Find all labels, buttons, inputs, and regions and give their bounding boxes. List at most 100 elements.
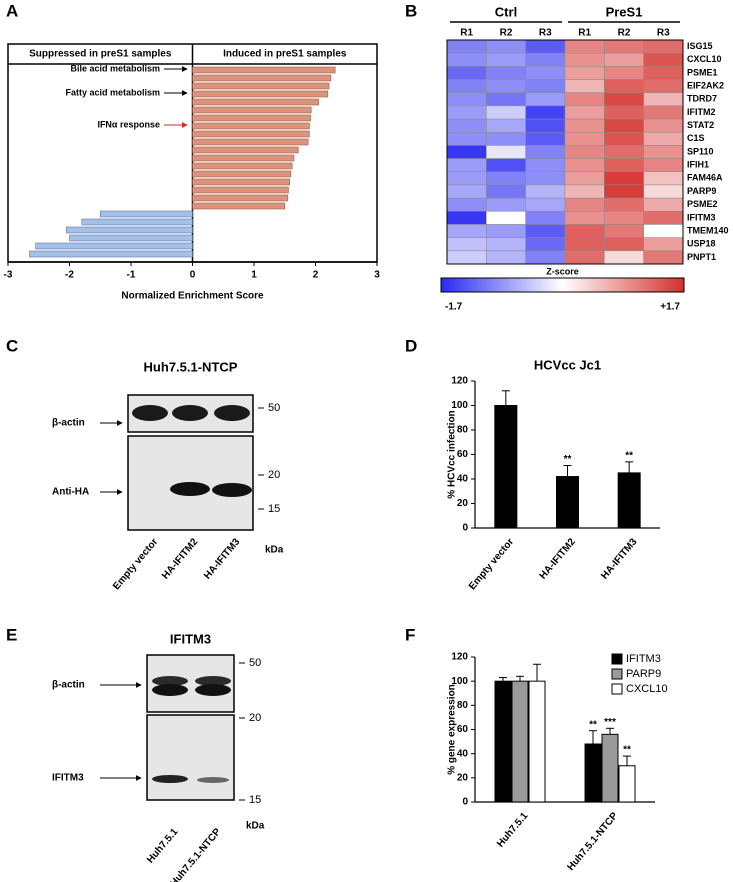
bar — [29, 250, 193, 258]
heat-cell — [446, 118, 487, 133]
unit-label: kDa — [265, 545, 284, 556]
heat-cell — [604, 39, 644, 54]
blot-title: Huh7.5.1-NTCP — [144, 359, 238, 374]
heat-cell — [486, 184, 526, 199]
heat-cell — [643, 118, 684, 133]
heat-cell — [525, 105, 566, 120]
bar — [192, 194, 289, 202]
panel-letter: A — [6, 1, 18, 20]
x-tick-label: -2 — [65, 270, 74, 281]
legend-swatch — [611, 683, 623, 695]
row-label: PSME2 — [687, 199, 718, 209]
heat-cell — [564, 171, 605, 186]
y-tick-label: 20 — [457, 772, 469, 783]
bar — [192, 130, 310, 138]
row-label: IFITM3 — [687, 212, 716, 222]
column-label: R2 — [500, 28, 513, 39]
row-label: C1S — [687, 133, 705, 143]
y-tick-label: 100 — [451, 676, 468, 687]
heat-cell — [486, 237, 526, 252]
blot-band — [152, 684, 188, 696]
heat-cell — [643, 39, 684, 54]
unit-label: kDa — [246, 821, 265, 832]
blot-row-label: β-actin — [52, 418, 85, 429]
heat-cell — [446, 92, 487, 107]
y-tick-label: 0 — [462, 797, 468, 808]
heat-cell — [643, 105, 684, 120]
blot-band — [195, 676, 231, 686]
bar — [584, 743, 602, 803]
y-tick-label: 80 — [457, 425, 469, 436]
y-tick-label: 20 — [457, 498, 469, 509]
heat-cell — [643, 145, 684, 159]
heat-cell — [446, 171, 487, 186]
heatmap-frame — [446, 39, 684, 265]
row-label: CXCL10 — [687, 54, 722, 64]
lane-label: Empty vector — [111, 536, 160, 592]
heat-cell — [486, 66, 526, 80]
marker-label: 15 — [249, 794, 261, 806]
heat-cell — [643, 52, 684, 67]
row-label: TDRD7 — [687, 94, 717, 104]
heat-cell — [446, 66, 487, 80]
bar — [69, 234, 193, 242]
bar — [556, 476, 579, 529]
heat-cell — [604, 237, 644, 252]
row-label: USP18 — [687, 239, 716, 249]
heat-cell — [643, 250, 684, 265]
significance: ** — [589, 719, 597, 730]
x-tick-label: Huh7.5.1-NTCP — [565, 810, 620, 873]
blot-title: IFITM3 — [170, 631, 211, 646]
blot-band — [132, 405, 168, 421]
bar — [618, 765, 636, 803]
panel-letter: C — [6, 336, 18, 355]
heat-cell — [525, 197, 566, 212]
panel-letter: D — [405, 336, 417, 355]
heat-cell — [446, 184, 487, 199]
heat-cell — [446, 79, 487, 93]
heat-cell — [525, 66, 566, 80]
y-tick-label: 100 — [451, 400, 468, 411]
column-label: R2 — [618, 28, 631, 39]
y-tick-label: 60 — [457, 724, 469, 735]
row-label: FAM46A — [687, 173, 723, 183]
blot-row-label: β-actin — [52, 680, 85, 691]
colorbar — [440, 277, 685, 293]
bar — [192, 66, 336, 74]
heat-cell — [604, 52, 644, 67]
row-label: PNPT1 — [687, 252, 716, 262]
row-label: TMEM140 — [687, 225, 729, 235]
chart-title: HCVcc Jc1 — [534, 357, 601, 372]
bar — [66, 226, 193, 234]
heat-cell — [643, 79, 684, 93]
panel-letter: F — [405, 625, 415, 644]
blot-band — [170, 482, 210, 496]
y-axis-title: % HCVcc infection — [447, 410, 458, 498]
heat-cell — [604, 211, 644, 225]
heat-cell — [604, 145, 644, 159]
marker-label: 50 — [268, 402, 280, 414]
blot-band — [172, 405, 208, 421]
heat-cell — [604, 66, 644, 80]
heat-cell — [564, 158, 605, 173]
heat-cell — [525, 237, 566, 252]
heat-cell — [564, 52, 605, 67]
x-tick-label: Empty vector — [467, 536, 516, 592]
heat-cell — [525, 211, 566, 225]
heat-cell — [486, 39, 526, 54]
x-axis-title: Normalized Enrichment Score — [121, 291, 264, 302]
bar — [35, 242, 193, 250]
bar — [192, 146, 299, 154]
heat-cell — [446, 197, 487, 212]
marker-label: 15 — [268, 503, 280, 515]
group-label: PreS1 — [606, 4, 643, 19]
heat-cell — [525, 39, 566, 54]
heat-cell — [643, 158, 684, 173]
heat-cell — [604, 184, 644, 199]
heat-cell — [525, 184, 566, 199]
significance: ** — [625, 450, 633, 461]
heat-cell — [564, 105, 605, 120]
heat-cell — [486, 52, 526, 67]
blot-band — [195, 684, 231, 696]
heat-cell — [525, 158, 566, 173]
